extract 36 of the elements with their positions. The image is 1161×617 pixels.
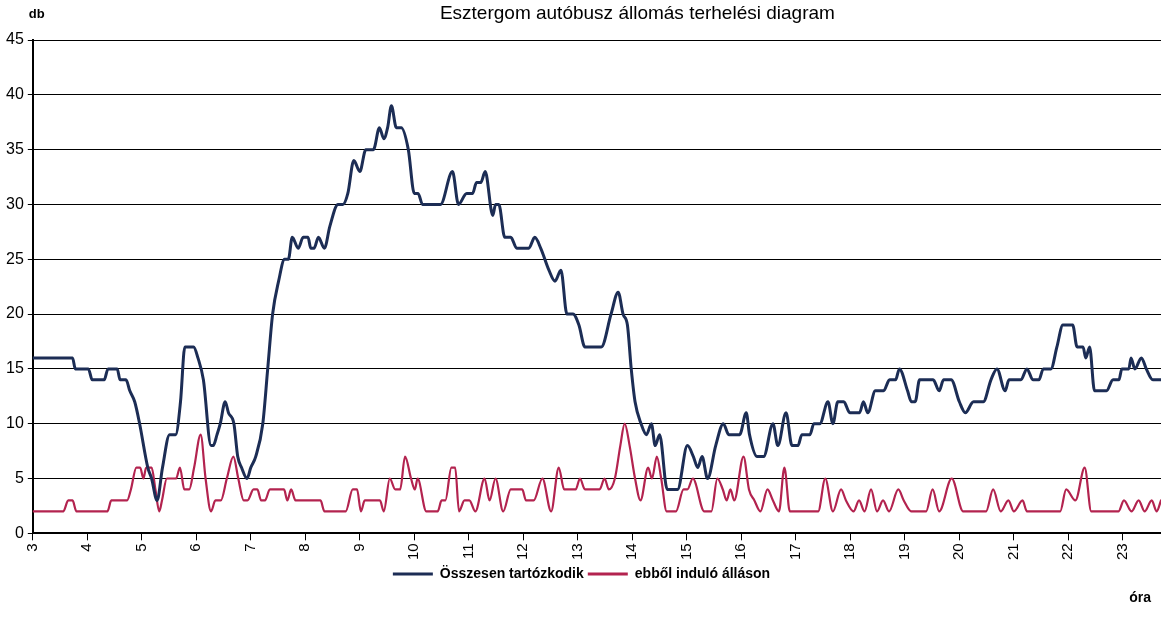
legend-label: Összesen tartózkodik xyxy=(439,564,585,581)
chart-title: Esztergom autóbusz állomás terhelési diagram xyxy=(439,2,835,24)
x-tick-label: 7 xyxy=(240,543,258,552)
y-tick-label: 10 xyxy=(6,414,24,432)
y-tick-label: 15 xyxy=(6,359,24,377)
x-tick-label: 22 xyxy=(1058,543,1076,560)
x-tick-label: 6 xyxy=(186,543,204,552)
y-tick-label: 45 xyxy=(6,30,24,48)
x-tick-label: 3 xyxy=(22,543,40,552)
y-tick-label: 0 xyxy=(14,523,24,541)
legend-label: ebből induló álláson xyxy=(634,564,771,581)
x-tick-label: 12 xyxy=(513,543,531,560)
x-tick-label: 16 xyxy=(731,543,749,560)
y-axis-title: db xyxy=(28,5,45,21)
y-tick-label: 25 xyxy=(6,249,24,267)
y-tick-label: 20 xyxy=(6,304,24,322)
y-tick-label: 40 xyxy=(6,85,24,103)
x-tick-label: 8 xyxy=(295,543,313,552)
x-tick-label: 11 xyxy=(458,543,476,559)
x-tick-label: 19 xyxy=(894,543,912,560)
x-axis-title: óra xyxy=(1129,588,1152,605)
x-tick-label: 10 xyxy=(404,543,422,560)
x-tick-label: 9 xyxy=(349,543,367,552)
x-tick-label: 18 xyxy=(840,543,858,560)
x-tick-label: 13 xyxy=(567,543,585,560)
x-tick-label: 15 xyxy=(676,543,694,560)
x-tick-label: 17 xyxy=(785,543,803,560)
x-tick-label: 21 xyxy=(1003,543,1021,560)
x-tick-label: 14 xyxy=(622,543,640,560)
x-tick-label: 5 xyxy=(131,543,149,552)
x-tick-label: 4 xyxy=(77,543,95,552)
y-tick-label: 35 xyxy=(6,140,24,158)
y-tick-label: 30 xyxy=(6,194,24,212)
y-tick-label: 5 xyxy=(14,468,24,486)
x-tick-label: 23 xyxy=(1112,543,1130,560)
x-tick-label: 20 xyxy=(949,543,967,560)
